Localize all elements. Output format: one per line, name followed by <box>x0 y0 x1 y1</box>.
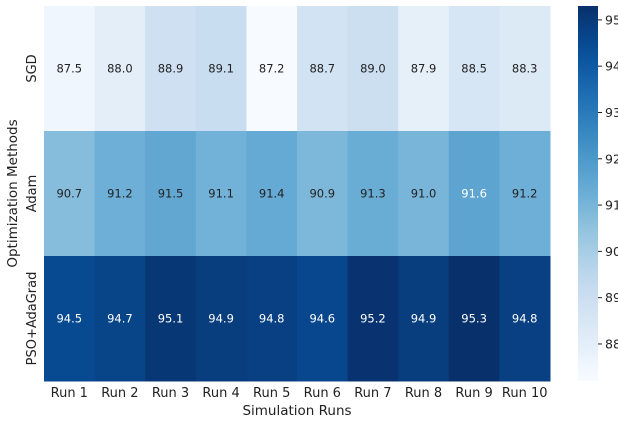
heatmap-cell <box>195 131 247 257</box>
heatmap-cell <box>499 131 551 257</box>
heatmap-cell <box>448 6 500 132</box>
heatmap-cell <box>347 131 399 257</box>
heatmap-cell <box>195 6 247 132</box>
x-axis-title: Simulation Runs <box>242 403 351 419</box>
colorbar <box>578 6 598 381</box>
colorbar-tick-label: 88 <box>605 336 618 351</box>
heatmap-cell <box>297 256 349 382</box>
heatmap-cell <box>398 6 450 132</box>
colorbar-ticks: 88 89 90 91 92 93 94 95 <box>598 12 618 351</box>
cell-value-label: 95.3 <box>461 312 487 326</box>
cell-value-label: 94.8 <box>259 312 285 326</box>
heatmap-cell <box>145 131 197 257</box>
colorbar-tick-label: 89 <box>605 290 618 305</box>
y-tick-label: PSO+AdaGrad <box>25 272 40 366</box>
x-tick-label: Run 7 <box>354 386 391 401</box>
colorbar-tick-label: 95 <box>605 12 618 27</box>
heatmap-cell <box>44 6 96 132</box>
cell-value-label: 90.7 <box>56 187 82 201</box>
cell-value-label: 95.1 <box>158 312 184 326</box>
colorbar-tick-label: 93 <box>605 105 618 120</box>
x-tick-label: Run 8 <box>405 386 442 401</box>
colorbar-tick-label: 92 <box>605 151 618 166</box>
heatmap-cell <box>297 131 349 257</box>
cell-value-label: 91.2 <box>107 187 133 201</box>
heatmap-cell <box>398 256 450 382</box>
y-axis-ticks: SGD Adam PSO+AdaGrad <box>25 54 40 365</box>
cell-value-label: 88.0 <box>107 62 133 76</box>
cell-value-label: 91.2 <box>512 187 538 201</box>
heatmap-cell <box>448 131 500 257</box>
x-tick-label: Run 3 <box>152 386 189 401</box>
cell-value-label: 88.9 <box>158 62 184 76</box>
heatmap-cell <box>398 131 450 257</box>
heatmap-cell <box>145 6 197 132</box>
cell-value-label: 87.2 <box>259 62 285 76</box>
heatmap-cell <box>246 6 298 132</box>
cell-value-label: 91.5 <box>158 187 184 201</box>
x-tick-label: Run 5 <box>253 386 290 401</box>
cell-value-label: 88.3 <box>512 62 538 76</box>
cell-value-label: 94.5 <box>56 312 82 326</box>
cell-value-label: 91.0 <box>411 187 437 201</box>
heatmap-cell <box>347 256 399 382</box>
y-tick-label: Adam <box>25 175 40 213</box>
heatmap-cell <box>44 131 96 257</box>
heatmap-cell <box>499 6 551 132</box>
cell-value-label: 90.9 <box>309 187 335 201</box>
heatmap-cell <box>145 256 197 382</box>
heatmap-cell <box>44 256 96 382</box>
cell-value-label: 94.6 <box>309 312 335 326</box>
heatmap-cells <box>44 6 551 382</box>
heatmap-cell <box>195 256 247 382</box>
y-tick-label: SGD <box>25 54 40 82</box>
heatmap-cell <box>94 131 146 257</box>
cell-value-label: 94.7 <box>107 312 133 326</box>
cell-value-label: 88.5 <box>461 62 487 76</box>
cell-value-label: 91.1 <box>208 187 234 201</box>
heatmap-cell-labels: 87.5 88.0 88.9 89.1 87.2 88.7 89.0 87.9 88.5 88.3… <box>56 62 537 326</box>
cell-value-label: 91.6 <box>461 187 487 201</box>
cell-value-label: 87.9 <box>411 62 437 76</box>
x-tick-label: Run 4 <box>202 386 239 401</box>
x-tick-label: Run 2 <box>101 386 138 401</box>
heatmap-cell <box>297 6 349 132</box>
x-tick-label: Run 6 <box>304 386 341 401</box>
x-tick-label: Run 9 <box>455 386 492 401</box>
colorbar-tick-label: 94 <box>605 59 618 74</box>
heatmap-cell <box>246 131 298 257</box>
heatmap-cell <box>499 256 551 382</box>
cell-value-label: 89.0 <box>360 62 386 76</box>
cell-value-label: 87.5 <box>56 62 82 76</box>
x-tick-label: Run 10 <box>502 386 548 401</box>
cell-value-label: 91.4 <box>259 187 285 201</box>
heatmap-cell <box>246 256 298 382</box>
cell-value-label: 91.3 <box>360 187 386 201</box>
y-axis-title: Optimization Methods <box>5 119 21 267</box>
cell-value-label: 94.8 <box>512 312 538 326</box>
heatmap-cell <box>448 256 500 382</box>
heatmap-cell <box>94 6 146 132</box>
cell-value-label: 94.9 <box>208 312 234 326</box>
heatmap-cell <box>347 6 399 132</box>
cell-value-label: 88.7 <box>309 62 335 76</box>
cell-value-label: 89.1 <box>208 62 234 76</box>
colorbar-tick-label: 91 <box>605 198 618 213</box>
colorbar-tick-label: 90 <box>605 244 618 259</box>
x-axis-ticks: Run 1 Run 2 Run 3 Run 4 Run 5 Run 6 Run 7 Run 8… <box>51 386 548 401</box>
heatmap-cell <box>94 256 146 382</box>
cell-value-label: 95.2 <box>360 312 386 326</box>
cell-value-label: 94.9 <box>411 312 437 326</box>
x-tick-label: Run 1 <box>51 386 88 401</box>
